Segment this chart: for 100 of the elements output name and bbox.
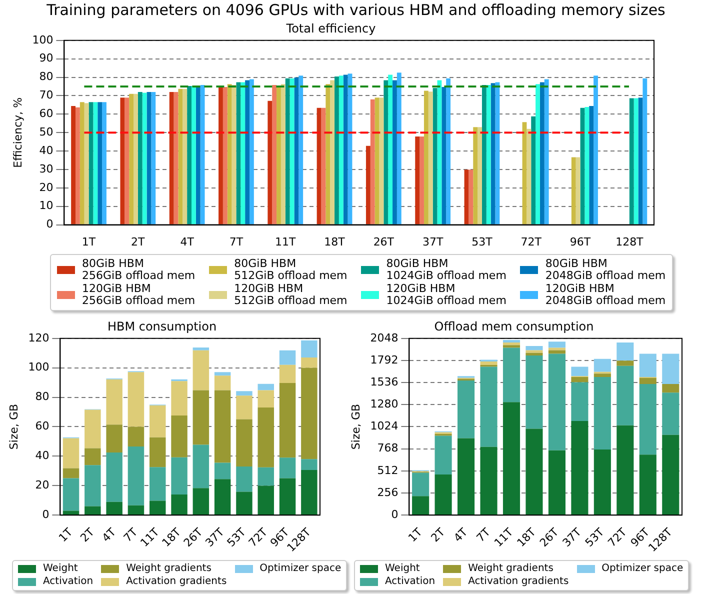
bar [258, 407, 274, 468]
legend-label: Weight [385, 563, 420, 575]
bar [150, 467, 166, 501]
legend-label: 80GiB HBM 1024GiB offload mem [386, 257, 506, 282]
x-tick-label: 2T [131, 235, 146, 248]
bar [396, 72, 402, 224]
bar [502, 340, 520, 343]
bar [98, 102, 102, 224]
x-tick-label: 96T [570, 235, 591, 248]
bar [62, 468, 80, 478]
x-tick-label: 26T [373, 235, 394, 248]
bar [548, 350, 566, 354]
bar [662, 434, 680, 515]
bar [446, 78, 451, 224]
x-tick-label: 11T [275, 235, 296, 248]
bar [415, 136, 420, 224]
bar [236, 466, 252, 492]
bar [526, 128, 532, 224]
bar [76, 107, 80, 224]
bar [298, 76, 304, 224]
bar [171, 416, 188, 458]
y-tick-label: 20 [35, 478, 50, 492]
bar [589, 106, 594, 224]
bar [150, 405, 166, 438]
bar [214, 390, 231, 463]
x-tick-label: 53T [472, 235, 493, 248]
y-tick-label: 120 [28, 331, 50, 344]
bar [236, 82, 241, 224]
x-tick-label: 7T [121, 525, 140, 545]
x-tick-label: 4T [180, 235, 194, 248]
bar [171, 457, 188, 494]
bar [412, 496, 430, 515]
bar [571, 382, 588, 422]
bar [279, 458, 296, 478]
bar [464, 170, 469, 224]
bar [616, 366, 634, 426]
bar [138, 92, 142, 224]
bar [80, 102, 84, 224]
bar [594, 358, 611, 372]
bar [258, 486, 274, 515]
bar [84, 465, 101, 506]
bar [434, 436, 452, 475]
bar [458, 438, 475, 515]
y-tick-label: 80 [35, 390, 50, 404]
bar [548, 450, 566, 515]
bar [616, 425, 634, 515]
bar [191, 86, 196, 224]
bar [634, 98, 638, 224]
bar [502, 345, 520, 348]
bar [639, 354, 656, 378]
bar [437, 80, 442, 224]
bar [93, 102, 98, 224]
y-tick-label: 40 [35, 449, 50, 462]
bar [214, 479, 231, 515]
legend-label: 120GiB HBM 512GiB offload mem [234, 282, 348, 307]
bar [526, 346, 543, 350]
bar [366, 146, 370, 224]
bar [571, 366, 588, 376]
bar [584, 106, 590, 224]
bar [526, 428, 543, 515]
bar [88, 102, 94, 224]
x-tick-label: 4T [451, 525, 470, 545]
bar [526, 352, 543, 356]
y-axis-title: Size, GB [7, 404, 20, 450]
bar [480, 446, 498, 515]
legend-label: Optimizer space [260, 563, 342, 575]
bar [151, 92, 156, 224]
bar [200, 85, 205, 224]
y-axis-title: Efficiency, % [11, 97, 24, 168]
bar [502, 348, 520, 402]
bar [301, 340, 318, 358]
bar [258, 390, 274, 408]
bar [370, 99, 375, 224]
bar [301, 459, 318, 470]
bar [301, 358, 318, 368]
y-tick-label: 20 [39, 180, 54, 194]
bar [258, 467, 274, 486]
bar [544, 79, 549, 224]
bar [642, 78, 648, 224]
bar [639, 454, 656, 515]
bar [218, 86, 223, 224]
bar [120, 98, 125, 224]
bar [128, 426, 144, 446]
bar [236, 391, 252, 396]
x-tick-label: 1T [56, 525, 76, 545]
y-tick-label: 0 [391, 508, 398, 521]
bar [301, 368, 318, 460]
bar [495, 82, 500, 224]
legend-label: 80GiB HBM 256GiB offload mem [82, 257, 196, 282]
bar [134, 94, 138, 224]
bar [129, 94, 134, 224]
bar [502, 402, 520, 515]
bar [150, 500, 166, 515]
legend-label: Activation [43, 576, 94, 588]
bar [236, 396, 252, 420]
bar [420, 136, 424, 224]
bar [434, 474, 452, 515]
bar [84, 448, 101, 466]
x-tick-label: 37T [422, 235, 444, 248]
bar [526, 350, 543, 353]
